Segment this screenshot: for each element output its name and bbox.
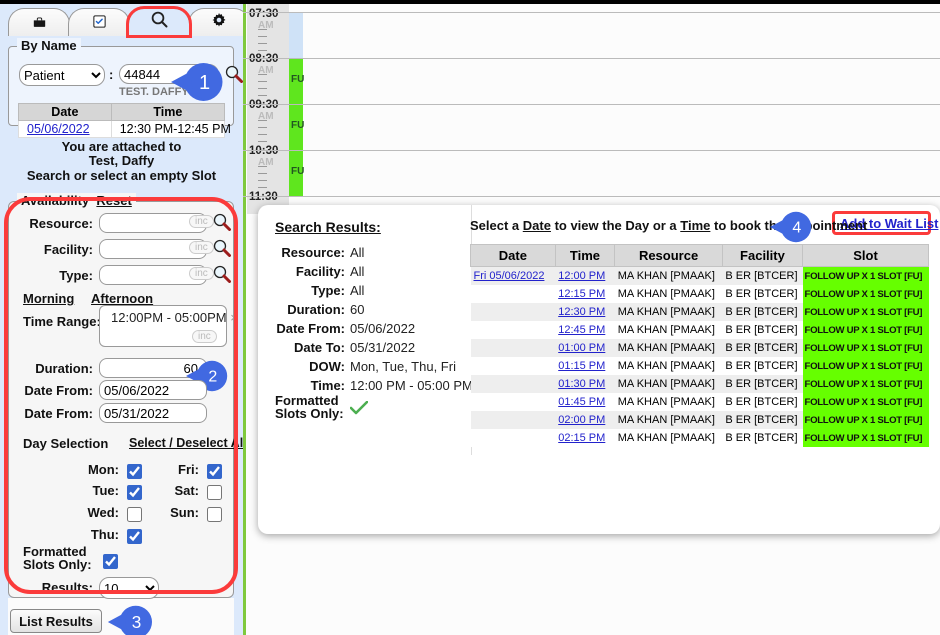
svg-text:4: 4	[792, 220, 801, 237]
svg-text:3: 3	[132, 612, 142, 632]
svg-text:1: 1	[199, 72, 210, 94]
svg-text:2: 2	[208, 369, 217, 386]
